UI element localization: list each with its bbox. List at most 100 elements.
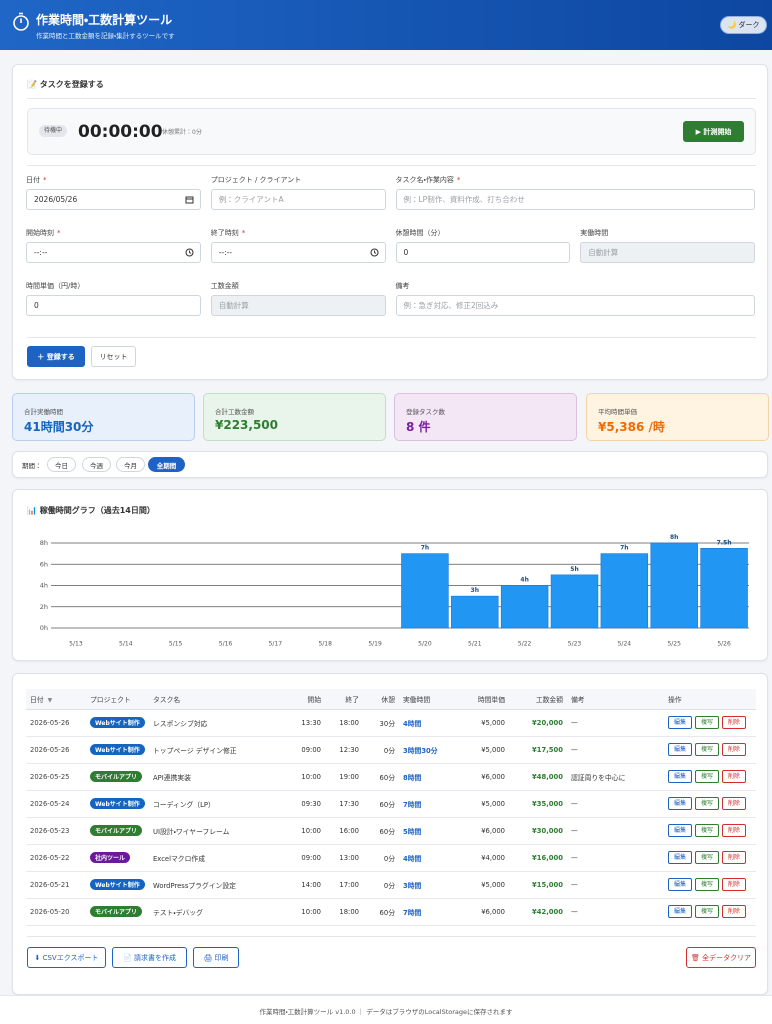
action-button[interactable]: 複写: [695, 770, 719, 783]
action-button[interactable]: 削除: [722, 905, 746, 918]
action-button[interactable]: 複写: [695, 824, 719, 837]
actions-cell: 編集 複写 削除: [664, 790, 756, 818]
table-cell: 13:30: [285, 709, 325, 737]
action-button[interactable]: 削除: [722, 770, 746, 783]
table-cell: モバイルアプリ: [86, 817, 149, 845]
period-option[interactable]: 今週: [82, 457, 111, 472]
text-input[interactable]: 例：LP制作、資料作成、打ち合わせ: [395, 189, 755, 210]
print-button[interactable]: 🖨 印刷: [193, 947, 239, 968]
action-button[interactable]: 編集: [668, 878, 692, 891]
field-label: 工数金額: [211, 279, 386, 293]
project-badge: Webサイト制作: [90, 744, 145, 755]
action-button[interactable]: 編集: [668, 770, 692, 783]
required-mark: *: [456, 176, 461, 184]
table-cell: ¥6,000: [455, 763, 509, 791]
period-option[interactable]: 今月: [116, 457, 145, 472]
field-label: 備考: [396, 279, 756, 293]
text-input[interactable]: --:--: [210, 242, 386, 263]
form-field: 時間単価（円/時） 0: [26, 279, 201, 316]
table-cell: ¥5,000: [455, 871, 509, 899]
reset-button[interactable]: リセット: [91, 346, 136, 367]
action-button[interactable]: 編集: [668, 797, 692, 810]
text-input[interactable]: --:--: [26, 242, 201, 263]
action-button[interactable]: 編集: [668, 905, 692, 918]
action-button[interactable]: 複写: [695, 743, 719, 756]
action-button[interactable]: 編集: [668, 824, 692, 837]
cell-text: 0分: [383, 746, 395, 755]
clear-button[interactable]: 🗑 全データクリア: [686, 947, 756, 968]
submit-button[interactable]: ＋ 登録する: [27, 346, 85, 367]
column-header-text: 時間単価: [477, 695, 505, 704]
app-subtitle: 作業時間と工数金額を記録・集計するツールです: [36, 32, 175, 40]
cell-text: 7時間: [403, 908, 422, 917]
text-input[interactable]: 2026/05/26: [26, 189, 201, 210]
timer-break: 休憩累計：0分: [162, 129, 202, 136]
action-button[interactable]: 複写: [695, 851, 719, 864]
action-button[interactable]: 削除: [722, 851, 746, 864]
action-button[interactable]: 複写: [695, 797, 719, 810]
period-option[interactable]: 全期間: [148, 457, 185, 472]
text-input[interactable]: 0: [26, 295, 201, 316]
column-header: 操作: [664, 689, 756, 710]
text-input[interactable]: 0: [395, 242, 571, 263]
table-cell: ¥5,000: [455, 736, 509, 764]
action-button[interactable]: 削除: [722, 878, 746, 891]
time-icon: [185, 248, 194, 257]
cell-text: 09:30: [301, 799, 321, 808]
table-cell: 09:00: [285, 844, 325, 872]
actions-cell: 編集 複写 削除: [664, 709, 756, 737]
table-cell: —: [567, 871, 664, 899]
cell-text: —: [571, 799, 578, 808]
table-cell: —: [567, 709, 664, 737]
form-field: 実働時間 自動計算: [580, 226, 755, 263]
field-label: 終了時刻 *: [211, 226, 386, 240]
x-tick-label: 5/14: [119, 641, 133, 648]
table-cell: —: [567, 736, 664, 764]
action-button[interactable]: 編集: [668, 716, 692, 729]
invoice-button[interactable]: 📄 請求書を作成: [112, 947, 187, 968]
table-cell: 4時間: [399, 844, 455, 872]
field-label-text: タスク名・作業内容: [395, 176, 454, 184]
cell-text: 60分: [379, 773, 395, 782]
text-input: 自動計算: [210, 295, 386, 316]
table-cell: 2026-05-20: [26, 898, 86, 926]
theme-toggle[interactable]: 🌙 ダーク: [720, 16, 767, 34]
task-table: 日付 ▼ プロジェクト タスク名 開始 終了 休憩 実働時間 時間単価 工数金額 備考 操作 2026-…: [26, 689, 756, 926]
action-button[interactable]: 複写: [695, 716, 719, 729]
action-button[interactable]: 削除: [722, 743, 746, 756]
action-button[interactable]: 編集: [668, 743, 692, 756]
field-label-text: 休憩時間（分）: [395, 229, 445, 237]
cell-text: 14:00: [301, 880, 321, 889]
table-cell: 4時間: [399, 709, 455, 737]
column-header-text: 備考: [571, 695, 585, 704]
x-tick-label: 5/17: [269, 641, 283, 648]
cell-text: 2026-05-21: [30, 880, 70, 889]
form-field: プロジェクト / クライアント 例：クライアントA: [210, 173, 386, 210]
export-button[interactable]: ⬇ CSVエクスポート: [27, 947, 106, 968]
table-cell: レスポンシブ対応: [149, 709, 285, 737]
cell-text: 16:00: [339, 826, 359, 835]
table-cell: 09:30: [285, 790, 325, 818]
stat-value: 8 件: [406, 420, 431, 434]
text-input[interactable]: 例：急ぎ対応、修正2回込み: [395, 295, 755, 316]
x-tick-label: 5/23: [568, 641, 582, 648]
cell-text: ¥42,000: [532, 907, 563, 916]
action-button[interactable]: 削除: [722, 797, 746, 810]
action-button[interactable]: 削除: [722, 716, 746, 729]
table-cell: 60分: [363, 763, 399, 791]
period-option[interactable]: 今日: [47, 457, 76, 472]
y-tick-label: 8h: [40, 539, 48, 547]
table-cell: ¥15,000: [509, 871, 567, 899]
cell-text: テスト・デバッグ: [153, 908, 203, 917]
x-tick-label: 5/25: [667, 641, 681, 648]
action-button[interactable]: 複写: [695, 905, 719, 918]
cell-text: ¥17,500: [532, 745, 563, 754]
text-input[interactable]: 例：クライアントA: [210, 189, 386, 210]
action-button[interactable]: 複写: [695, 878, 719, 891]
action-button[interactable]: 削除: [722, 824, 746, 837]
cell-text: WordPressプラグイン設定: [153, 881, 236, 890]
header: 作業時間・工数計算ツール 作業時間と工数金額を記録・集計するツールです 🌙 ダー…: [0, 0, 772, 50]
action-button[interactable]: 編集: [668, 851, 692, 864]
cell-text: ¥5,000: [481, 745, 505, 754]
timer-start-button[interactable]: ▶ 計測開始: [683, 121, 744, 142]
